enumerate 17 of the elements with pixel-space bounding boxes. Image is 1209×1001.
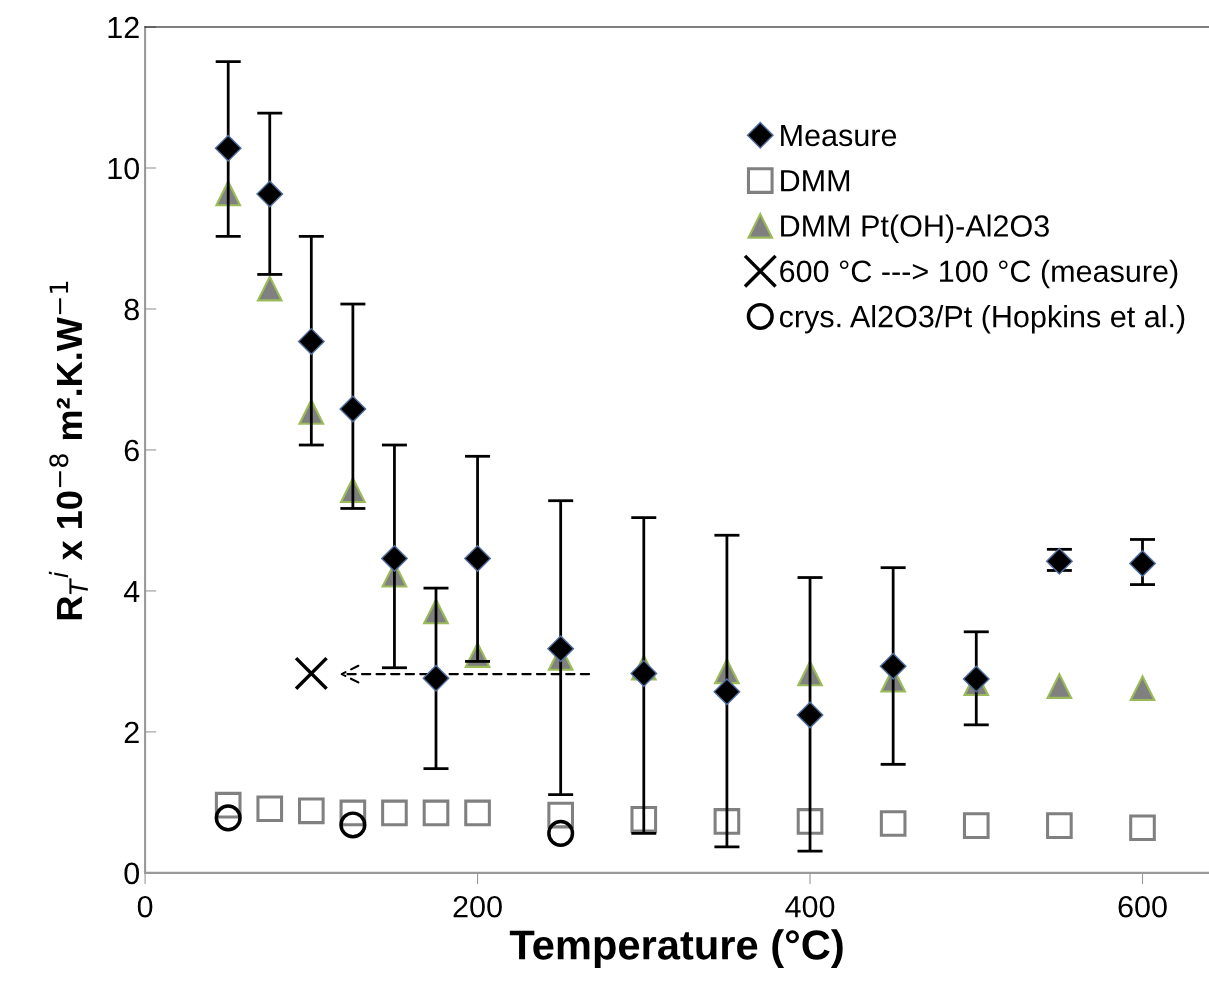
y-tick-label: 2: [124, 721, 139, 743]
x-tick-label: 400: [785, 895, 835, 918]
legend-label: Measure: [781, 124, 897, 147]
y-tick-label: 4: [123, 580, 140, 602]
y-tick-label: 6: [124, 439, 139, 462]
y-tick-label: 0: [124, 862, 140, 885]
x-tick-label: 600: [1118, 895, 1167, 918]
legend-label: DMM: [781, 170, 850, 192]
y-tick-label: 12: [108, 16, 139, 39]
legend-label: crys. Al2O3/Pt (Hopkins et al.): [779, 304, 1185, 334]
y-tick-label: 10: [108, 157, 140, 180]
x-tick-label: 200: [453, 895, 502, 918]
x-axis-title: Temperature (°C): [509, 929, 843, 968]
y-axis-title: R$_{T}$$^{i}$ x 10$^{−8}$ m².K.W$^{−1}$: [48, 281, 88, 620]
legend-label: 600 °C ---> 100 °C (measure): [780, 259, 1178, 289]
y-tick-label: 8: [124, 298, 139, 321]
legend-label: DMM Pt(OH)-Al2O3: [781, 214, 1049, 243]
